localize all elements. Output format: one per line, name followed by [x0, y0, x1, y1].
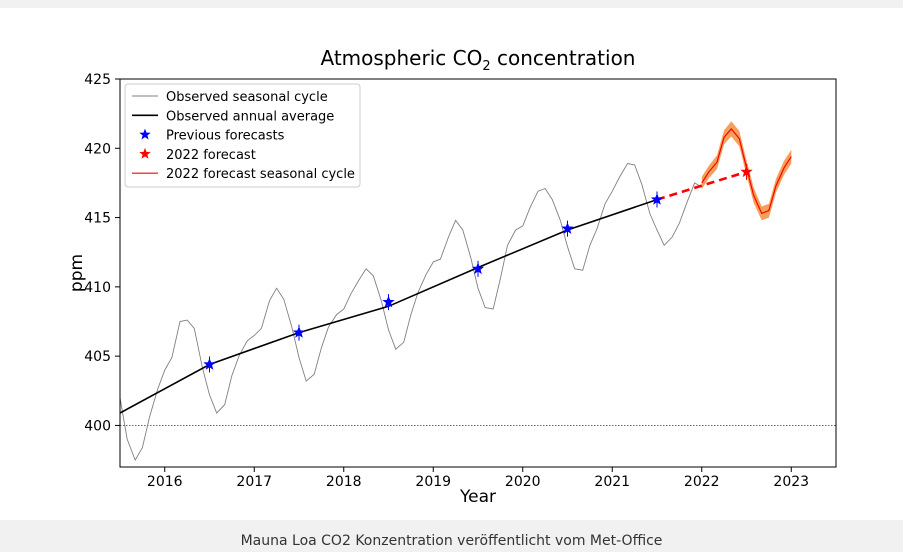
legend-2022-forecast-seasonal-cycle-label: 2022 forecast seasonal cycle — [166, 167, 355, 182]
x-tick-label-2017: 2017 — [236, 474, 272, 490]
legend-previous-forecasts-swatch — [139, 128, 151, 140]
previous-forecast-star — [382, 295, 395, 308]
previous-forecast-star — [650, 193, 664, 205]
plot-frame — [119, 78, 837, 468]
legend-previous-forecasts-label: Previous forecasts — [166, 129, 285, 144]
chart-title: Atmospheric CO2 concentration — [321, 46, 636, 74]
x-tick-label-2023: 2023 — [773, 474, 809, 490]
x-tick-label-2021: 2021 — [594, 474, 630, 490]
markers-group — [203, 163, 753, 373]
forecast-dashed-link — [656, 170, 747, 201]
figure-caption: Mauna Loa CO2 Konzentration veröffentlic… — [240, 533, 663, 549]
forecast-2022-star — [740, 165, 753, 178]
legend-observed-annual-average-label: Observed annual average — [166, 109, 334, 124]
previous-forecast-star — [561, 222, 574, 234]
x-axis-label: Year — [459, 487, 496, 507]
y-tick-label-410: 410 — [84, 280, 111, 296]
legend: Observed seasonal cycle Observed annual a… — [124, 83, 361, 188]
figure-card: Atmospheric CO2 concentration ppm Year 2… — [0, 8, 903, 520]
legend-box — [124, 83, 361, 188]
legend-items: Observed seasonal cycle Observed annual a… — [132, 90, 355, 182]
y-tick-label-420: 420 — [84, 141, 111, 157]
x-tick-label-2016: 2016 — [147, 474, 183, 490]
chart-title-main: Atmospheric CO — [321, 46, 483, 70]
previous-forecast-star — [203, 358, 216, 370]
previous-forecast-star — [471, 262, 485, 275]
axis-ticks-group: 2016 2017 2018 2019 2020 2021 2022 2023 400 405 41… — [84, 72, 809, 490]
x-tick-label-2020: 2020 — [505, 474, 541, 490]
y-tick-label-415: 415 — [84, 211, 111, 227]
previous-forecast-star — [292, 326, 306, 338]
y-tick-label-400: 400 — [84, 418, 111, 434]
legend-observed-seasonal-cycle-label: Observed seasonal cycle — [166, 90, 328, 105]
chart-title-subscript: 2 — [482, 59, 490, 74]
co2-chart: Atmospheric CO2 concentration ppm Year 2… — [0, 8, 903, 520]
y-tick-label-405: 405 — [84, 349, 111, 365]
x-tick-label-2018: 2018 — [326, 474, 362, 490]
legend-2022-forecast-swatch — [139, 147, 151, 159]
x-tick-label-2019: 2019 — [415, 474, 451, 490]
x-tick-label-2022: 2022 — [684, 474, 720, 490]
observed-seasonal-cycle-line — [119, 162, 703, 462]
y-axis-label: ppm — [67, 254, 87, 292]
chart-title-suffix: concentration — [491, 46, 636, 70]
legend-2022-forecast-label: 2022 forecast — [166, 148, 256, 163]
y-tick-label-425: 425 — [84, 72, 111, 88]
